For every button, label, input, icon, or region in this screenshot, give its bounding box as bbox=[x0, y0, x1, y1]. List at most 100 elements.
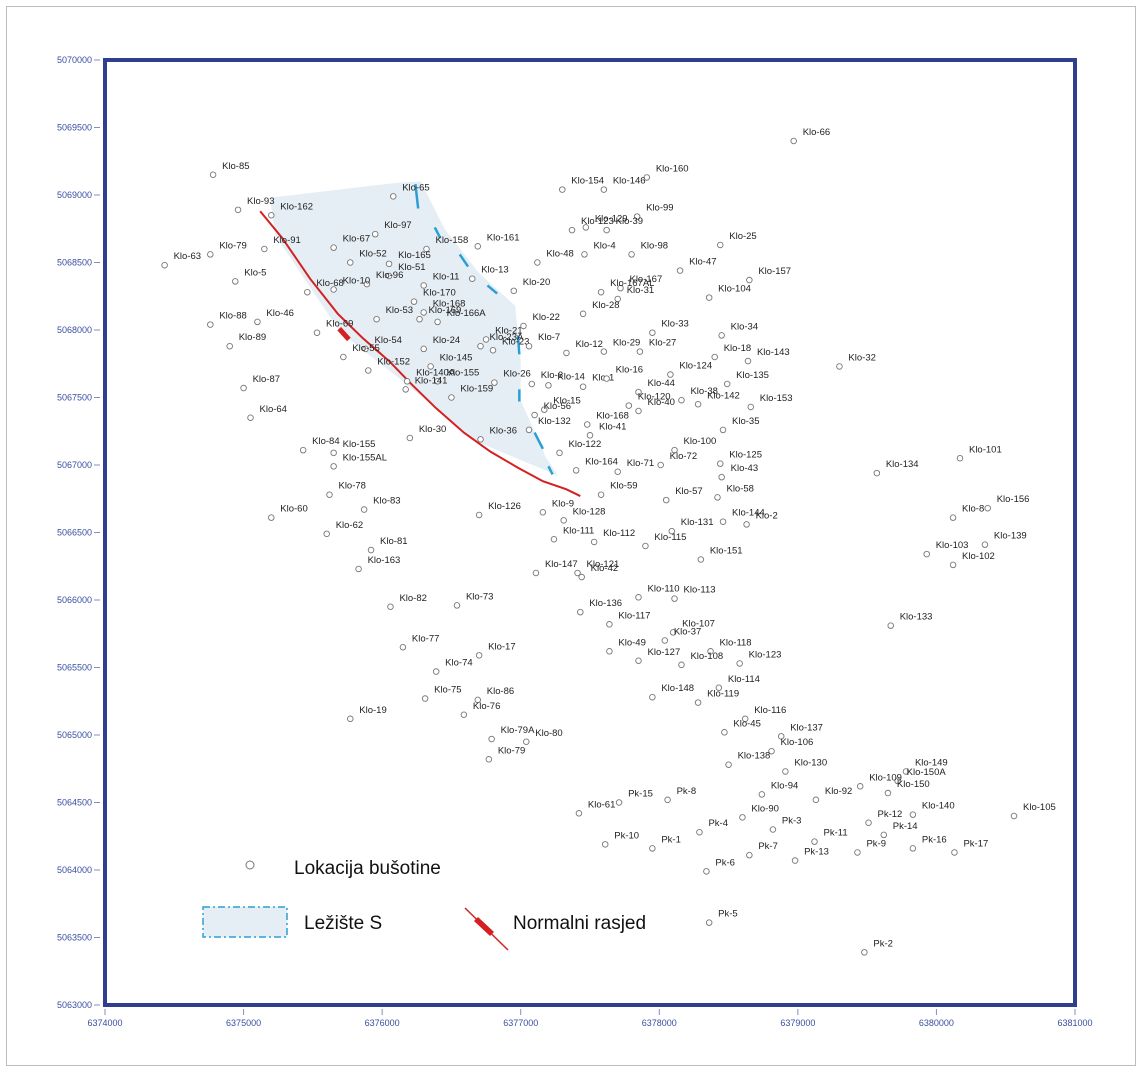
well[interactable]: Klo-1 bbox=[579, 373, 614, 390]
well[interactable]: Klo-42 bbox=[578, 563, 618, 581]
well[interactable]: Klo-72 bbox=[657, 451, 697, 469]
well[interactable]: Klo-5 bbox=[232, 267, 266, 285]
well[interactable]: Klo-158 bbox=[423, 235, 469, 253]
well[interactable]: Klo-145 bbox=[427, 352, 473, 370]
well[interactable]: Klo-110 bbox=[635, 583, 680, 601]
well[interactable]: Klo-101 bbox=[956, 444, 1002, 462]
well[interactable]: Klo-31 bbox=[614, 285, 654, 303]
well[interactable]: Klo-99 bbox=[633, 203, 674, 220]
well[interactable]: Klo-87 bbox=[240, 374, 280, 392]
well[interactable]: Klo-163 bbox=[355, 555, 401, 573]
well[interactable]: Klo-62 bbox=[323, 520, 363, 538]
well[interactable]: Klo-33 bbox=[649, 319, 689, 336]
well[interactable]: Klo-165 bbox=[385, 250, 431, 268]
well[interactable]: Klo-76 bbox=[460, 701, 500, 719]
well[interactable]: Klo-150A bbox=[894, 767, 947, 785]
well[interactable]: Klo-49 bbox=[606, 637, 646, 655]
well[interactable]: Klo-79 bbox=[207, 240, 247, 258]
well[interactable]: Klo-164 bbox=[572, 456, 618, 474]
well[interactable]: Klo-34 bbox=[718, 321, 758, 339]
well[interactable]: Klo-152 bbox=[365, 357, 410, 374]
well[interactable]: Klo-91 bbox=[261, 235, 301, 253]
well[interactable]: Klo-168 bbox=[583, 411, 629, 428]
well[interactable]: Pk-15 bbox=[615, 789, 653, 806]
well[interactable]: Klo-132 bbox=[525, 416, 571, 434]
well[interactable]: Klo-58 bbox=[714, 483, 754, 501]
well[interactable]: Klo-82 bbox=[387, 593, 427, 611]
well[interactable]: Klo-7 bbox=[525, 332, 560, 350]
well[interactable]: Klo-115 bbox=[642, 532, 687, 550]
well[interactable]: Klo-64 bbox=[247, 404, 287, 422]
well[interactable]: Pk-17 bbox=[951, 838, 989, 856]
well[interactable]: Klo-79A bbox=[488, 725, 535, 743]
well[interactable]: Klo-126 bbox=[475, 501, 521, 519]
well[interactable]: Pk-4 bbox=[696, 818, 728, 836]
well[interactable]: Klo-120 bbox=[625, 392, 671, 409]
well[interactable]: Klo-8 bbox=[949, 504, 984, 521]
well[interactable]: Klo-11 bbox=[420, 271, 460, 289]
well[interactable]: Klo-146 bbox=[600, 176, 646, 193]
well[interactable]: Klo-109 bbox=[856, 772, 902, 790]
well[interactable]: Klo-13 bbox=[468, 265, 509, 282]
well[interactable]: Klo-170 bbox=[410, 288, 456, 305]
well[interactable]: Klo-25 bbox=[717, 231, 757, 249]
well[interactable]: Klo-15 bbox=[541, 396, 581, 413]
well[interactable]: Klo-108 bbox=[678, 651, 724, 669]
well[interactable]: Klo-56 bbox=[531, 401, 571, 419]
well[interactable]: Klo-36 bbox=[477, 425, 517, 443]
well[interactable]: Klo-41 bbox=[586, 421, 626, 439]
well[interactable]: Klo-151 bbox=[697, 546, 743, 563]
well[interactable]: Klo-113 bbox=[671, 585, 716, 602]
well[interactable]: Klo-155 bbox=[434, 367, 480, 385]
well[interactable]: Klo-38 bbox=[678, 386, 718, 404]
well[interactable]: Klo-148 bbox=[649, 683, 695, 701]
well[interactable]: Klo-123 bbox=[736, 649, 782, 667]
well[interactable]: Klo-78 bbox=[326, 481, 366, 498]
well[interactable]: Klo-93 bbox=[234, 196, 274, 214]
well[interactable]: Klo-59 bbox=[597, 481, 638, 498]
well[interactable]: Klo-16 bbox=[603, 365, 643, 382]
well[interactable]: Klo-68 bbox=[304, 278, 344, 296]
well[interactable]: Klo-103 bbox=[923, 540, 969, 558]
well[interactable]: Klo-18 bbox=[711, 343, 751, 361]
well[interactable]: Klo-12 bbox=[563, 339, 603, 357]
well[interactable]: Klo-168 bbox=[420, 298, 466, 316]
well[interactable]: Klo-40 bbox=[635, 397, 675, 415]
well[interactable]: Klo-106 bbox=[768, 737, 814, 755]
well[interactable]: Pk-2 bbox=[861, 938, 893, 956]
well[interactable]: Klo-71 bbox=[614, 458, 654, 476]
well[interactable]: Klo-14 bbox=[545, 371, 585, 389]
well[interactable]: Klo-26 bbox=[491, 369, 531, 386]
well[interactable]: Klo-117 bbox=[606, 610, 651, 628]
well[interactable]: Klo-20 bbox=[510, 277, 550, 295]
well[interactable]: Klo-29 bbox=[600, 338, 640, 355]
well[interactable]: Klo-89 bbox=[226, 332, 266, 350]
well[interactable]: Klo-54 bbox=[362, 335, 402, 353]
well[interactable]: Klo-74 bbox=[432, 658, 473, 675]
well[interactable]: Klo-45 bbox=[721, 718, 761, 736]
well[interactable]: Klo-27 bbox=[636, 338, 676, 355]
well[interactable]: Klo-155AL bbox=[330, 452, 387, 470]
well[interactable]: Klo-19 bbox=[347, 705, 387, 723]
well[interactable]: Klo-122 bbox=[556, 439, 602, 457]
well[interactable]: Klo-22 bbox=[520, 312, 560, 330]
well[interactable]: Pk-5 bbox=[705, 909, 738, 926]
well[interactable]: Klo-147 bbox=[532, 559, 578, 577]
well[interactable]: Klo-86 bbox=[474, 686, 514, 704]
well[interactable]: Klo-136 bbox=[577, 598, 623, 616]
well[interactable]: Klo-35 bbox=[719, 416, 759, 434]
well[interactable]: Klo-65 bbox=[389, 182, 430, 200]
well[interactable]: Klo-149 bbox=[902, 757, 948, 775]
well[interactable]: Klo-167AL bbox=[597, 278, 654, 296]
well[interactable]: Klo-144 bbox=[719, 508, 765, 525]
well[interactable]: Klo-57 bbox=[662, 486, 703, 504]
well[interactable]: Pk-6 bbox=[703, 857, 735, 875]
well[interactable]: Pk-8 bbox=[664, 786, 696, 804]
well[interactable]: Klo-141 bbox=[402, 375, 448, 393]
well[interactable]: Klo-139 bbox=[981, 531, 1027, 548]
well[interactable]: Klo-161 bbox=[474, 232, 520, 250]
well[interactable]: Klo-128 bbox=[560, 506, 606, 524]
well[interactable]: Klo-156 bbox=[984, 494, 1030, 512]
well[interactable]: Klo-52 bbox=[347, 249, 387, 266]
well[interactable]: Pk-7 bbox=[746, 841, 778, 859]
